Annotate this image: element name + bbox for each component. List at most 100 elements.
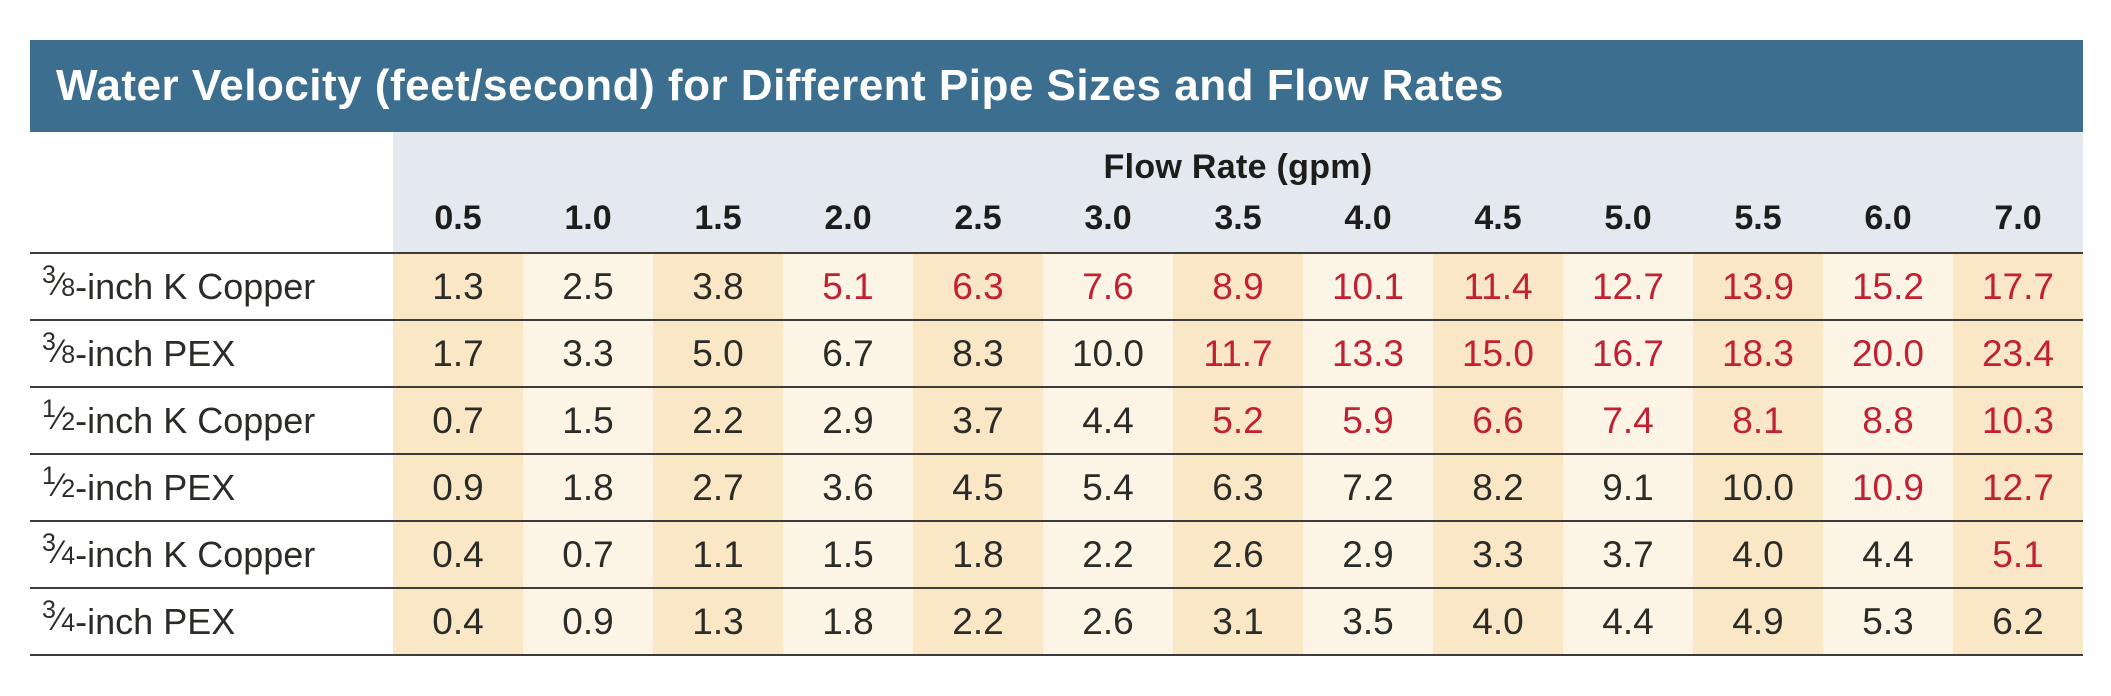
flow-rate-header-area: Flow Rate (gpm) 0.5 1.0 1.5 2.0 2.5 3.0 3.5 4.0… bbox=[393, 132, 2083, 252]
velocity-value: 6.6 bbox=[1433, 388, 1563, 453]
flow-rate-column-headers: 0.5 1.0 1.5 2.0 2.5 3.0 3.5 4.0 4.5 5.0 5.5 6.0 7.0 bbox=[393, 199, 2083, 252]
velocity-value: 3.7 bbox=[1563, 522, 1693, 587]
velocity-value: 17.7 bbox=[1953, 254, 2083, 319]
flow-rate-column-header: 3.5 bbox=[1214, 199, 1262, 237]
fraction-denominator: 8 bbox=[61, 341, 76, 369]
velocity-value: 4.4 bbox=[1043, 388, 1173, 453]
velocity-value: 8.9 bbox=[1173, 254, 1303, 319]
flow-rate-group-header: Flow Rate (gpm) bbox=[1103, 148, 1373, 186]
velocity-value: 9.1 bbox=[1563, 455, 1693, 520]
velocity-value: 0.4 bbox=[393, 522, 523, 587]
velocity-value: 1.5 bbox=[523, 388, 653, 453]
velocity-value: 10.0 bbox=[1043, 321, 1173, 386]
velocity-value: 12.7 bbox=[1563, 254, 1693, 319]
fraction-denominator: 2 bbox=[61, 475, 76, 503]
velocity-value: 8.2 bbox=[1433, 455, 1563, 520]
velocity-value: 7.6 bbox=[1043, 254, 1173, 319]
velocity-value: 1.1 bbox=[653, 522, 783, 587]
flow-rate-column-header: 4.5 bbox=[1474, 199, 1522, 237]
velocity-value: 1.3 bbox=[393, 254, 523, 319]
velocity-value: 2.2 bbox=[913, 589, 1043, 654]
flow-rate-column-header: 1.5 bbox=[694, 199, 742, 237]
fraction-numerator: 3 bbox=[42, 529, 56, 557]
flow-rate-column-header: 7.0 bbox=[1994, 199, 2042, 237]
velocity-value: 2.9 bbox=[1303, 522, 1433, 587]
velocity-value: 5.0 bbox=[653, 321, 783, 386]
velocity-value: 6.3 bbox=[1173, 455, 1303, 520]
pipe-label: 3 ⁄ 4 -inch K Copper bbox=[30, 522, 393, 587]
velocity-value: 4.4 bbox=[1563, 589, 1693, 654]
velocity-value: 8.8 bbox=[1823, 388, 1953, 453]
fraction-slash: ⁄ bbox=[55, 266, 62, 302]
velocity-value: 11.7 bbox=[1173, 321, 1303, 386]
velocity-value: 10.0 bbox=[1693, 455, 1823, 520]
velocity-value: 0.9 bbox=[393, 455, 523, 520]
velocity-value: 10.1 bbox=[1303, 254, 1433, 319]
velocity-value: 8.3 bbox=[913, 321, 1043, 386]
velocity-value: 23.4 bbox=[1953, 321, 2083, 386]
velocity-value: 1.8 bbox=[523, 455, 653, 520]
flow-rate-column-header: 5.5 bbox=[1734, 199, 1782, 237]
velocity-value: 12.7 bbox=[1953, 455, 2083, 520]
velocity-value: 4.9 bbox=[1693, 589, 1823, 654]
pipe-label-text: -inch K Copper bbox=[75, 265, 316, 307]
velocity-value: 11.4 bbox=[1433, 254, 1563, 319]
velocity-value: 2.6 bbox=[1043, 589, 1173, 654]
velocity-value: 5.1 bbox=[1953, 522, 2083, 587]
table-row: 3 ⁄ 4 -inch PEX 0.4 0.9 1.3 1.8 2.2 2.6 3.1 3.5 4.0 4… bbox=[30, 587, 2083, 656]
velocity-value: 7.2 bbox=[1303, 455, 1433, 520]
fraction-denominator: 4 bbox=[61, 609, 76, 637]
fraction-numerator: 3 bbox=[42, 596, 56, 624]
velocity-value: 3.3 bbox=[1433, 522, 1563, 587]
velocity-value: 3.1 bbox=[1173, 589, 1303, 654]
pipe-label-text: -inch K Copper bbox=[75, 399, 316, 441]
velocity-value: 0.7 bbox=[393, 388, 523, 453]
velocity-value: 1.3 bbox=[653, 589, 783, 654]
velocity-value: 10.9 bbox=[1823, 455, 1953, 520]
header-label-spacer bbox=[30, 132, 393, 252]
velocity-value: 1.5 bbox=[783, 522, 913, 587]
velocity-value: 5.1 bbox=[783, 254, 913, 319]
water-velocity-table: Water Velocity (feet/second) for Differe… bbox=[30, 40, 2083, 656]
flow-rate-column-header: 4.0 bbox=[1344, 199, 1392, 237]
velocity-value: 3.3 bbox=[523, 321, 653, 386]
fraction-slash: ⁄ bbox=[55, 534, 62, 570]
velocity-value: 4.5 bbox=[913, 455, 1043, 520]
velocity-value: 3.6 bbox=[783, 455, 913, 520]
velocity-value: 3.7 bbox=[913, 388, 1043, 453]
table-body: 3 ⁄ 8 -inch K Copper 1.3 2.5 3.8 5.1 6.3 7.6 8.9 10… bbox=[30, 252, 2083, 656]
velocity-value: 20.0 bbox=[1823, 321, 1953, 386]
velocity-value: 3.8 bbox=[653, 254, 783, 319]
fraction-slash: ⁄ bbox=[55, 601, 62, 637]
table-title-bar: Water Velocity (feet/second) for Differe… bbox=[30, 40, 2083, 132]
velocity-value: 18.3 bbox=[1693, 321, 1823, 386]
velocity-value: 0.9 bbox=[523, 589, 653, 654]
fraction-numerator: 3 bbox=[42, 261, 56, 289]
velocity-value: 6.7 bbox=[783, 321, 913, 386]
velocity-value: 5.3 bbox=[1823, 589, 1953, 654]
pipe-label: 1 ⁄ 2 -inch PEX bbox=[30, 455, 393, 520]
flow-rate-column-header: 2.0 bbox=[824, 199, 872, 237]
fraction-numerator: 1 bbox=[42, 462, 56, 490]
velocity-value: 2.2 bbox=[1043, 522, 1173, 587]
flow-rate-column-header: 6.0 bbox=[1864, 199, 1912, 237]
flow-rate-column-header: 3.0 bbox=[1084, 199, 1132, 237]
velocity-value: 1.8 bbox=[913, 522, 1043, 587]
velocity-value: 2.7 bbox=[653, 455, 783, 520]
velocity-value: 15.2 bbox=[1823, 254, 1953, 319]
table-row: 1 ⁄ 2 -inch K Copper 0.7 1.5 2.2 2.9 3.7 4.4 5.2 5.… bbox=[30, 386, 2083, 453]
velocity-value: 5.2 bbox=[1173, 388, 1303, 453]
velocity-value: 0.4 bbox=[393, 589, 523, 654]
pipe-label-text: -inch PEX bbox=[75, 466, 236, 508]
velocity-value: 5.9 bbox=[1303, 388, 1433, 453]
pipe-label: 1 ⁄ 2 -inch K Copper bbox=[30, 388, 393, 453]
fraction-slash: ⁄ bbox=[55, 333, 62, 369]
pipe-label-text: -inch PEX bbox=[75, 600, 236, 642]
fraction-slash: ⁄ bbox=[55, 467, 62, 503]
flow-rate-column-header: 2.5 bbox=[954, 199, 1002, 237]
velocity-value: 1.7 bbox=[393, 321, 523, 386]
velocity-value: 6.3 bbox=[913, 254, 1043, 319]
velocity-value: 1.8 bbox=[783, 589, 913, 654]
fraction-denominator: 2 bbox=[61, 408, 76, 436]
velocity-value: 4.4 bbox=[1823, 522, 1953, 587]
